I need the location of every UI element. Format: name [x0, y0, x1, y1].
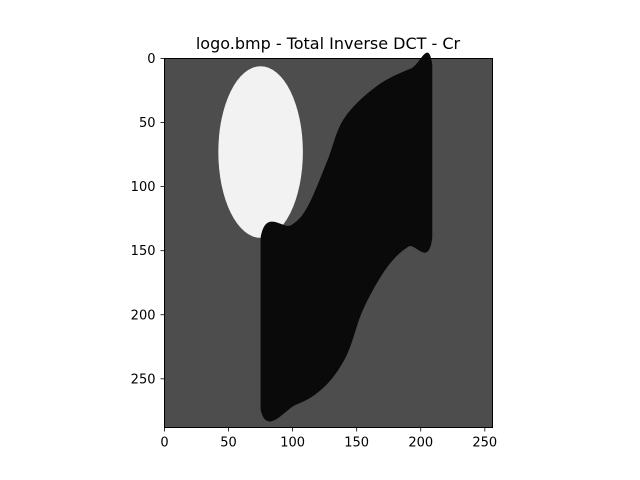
image-area: [164, 52, 493, 428]
y-tick-label: 100: [131, 180, 156, 195]
x-tick-label: 150: [344, 436, 369, 451]
y-tick-label: 0: [147, 52, 155, 67]
y-axis: 0 50 100 150 200 250: [131, 52, 165, 387]
image-region-ellipse: [218, 66, 303, 238]
y-tick-label: 250: [131, 372, 156, 387]
x-tick-label: 200: [408, 436, 433, 451]
x-tick-label: 100: [280, 436, 305, 451]
x-tick-label: 50: [220, 436, 237, 451]
chart-title: logo.bmp - Total Inverse DCT - Cr: [196, 34, 461, 53]
x-tick-label: 250: [472, 436, 497, 451]
y-tick-label: 150: [131, 244, 156, 259]
image-region-s-shape: [260, 52, 433, 422]
y-tick-label: 50: [139, 116, 156, 131]
y-tick-label: 200: [131, 308, 156, 323]
axes-frame: [164, 58, 493, 428]
x-axis: 0 50 100 150 200 250: [160, 427, 497, 451]
x-tick-label: 0: [160, 436, 168, 451]
